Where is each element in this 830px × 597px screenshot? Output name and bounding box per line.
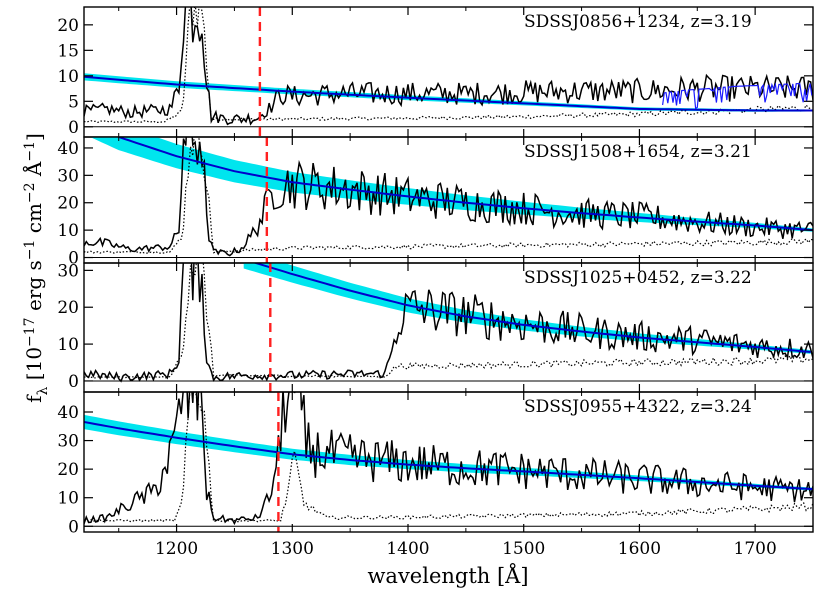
- y-tick-label: 20: [57, 16, 79, 36]
- x-tick-label: 1300: [271, 539, 314, 559]
- panel-plot-area: [84, 137, 813, 263]
- model-continuum: [116, 137, 813, 232]
- panel-4: 0 10 20 30 40 SDSSJ0955+4322, z=3.24: [57, 391, 814, 537]
- model-continuum: [84, 75, 813, 112]
- y-tick-label: 40: [57, 139, 79, 159]
- y-tick-label: 30: [57, 261, 79, 281]
- model-continuum: [252, 263, 811, 353]
- y-axis-label-part: cm: [22, 203, 46, 240]
- y-tick-label: 30: [57, 432, 79, 452]
- x-tick-label: 1700: [734, 539, 777, 559]
- observed-spectrum: [84, 137, 813, 257]
- y-axis-label-part: −1: [22, 141, 38, 162]
- model-uncertainty-band: [84, 73, 813, 112]
- observed-spectrum: [84, 7, 813, 126]
- x-axis-label: wavelength [Å]: [367, 563, 528, 588]
- panels-group: 0 5 10 15 20 SDSSJ0856+1234, z=3.19 0 10 20 30 40 S…: [57, 6, 814, 559]
- y-axis-label-part: ]: [22, 133, 46, 141]
- y-axis-label-part: [10: [22, 347, 46, 387]
- panel-plot-area: [84, 263, 813, 392]
- y-tick-label: 10: [57, 489, 79, 509]
- x-tick-label: 1200: [155, 539, 198, 559]
- y-tick-label: 10: [57, 67, 79, 87]
- panel-2: 0 10 20 30 40 SDSSJ1508+1654, z=3.21: [57, 136, 814, 269]
- y-axis-label-part: Å: [21, 161, 46, 182]
- y-axis-label-part: f: [22, 394, 46, 403]
- model-continuum: [84, 421, 813, 491]
- y-tick-label: 0: [68, 118, 79, 138]
- panel-frame: [83, 391, 814, 533]
- noise-spectrum: [84, 7, 813, 124]
- y-tick-label: 0: [68, 517, 79, 537]
- y-axis-label-part: −1: [22, 240, 38, 261]
- noise-spectrum: [84, 392, 813, 523]
- absorption-model: [662, 82, 813, 110]
- y-tick-label: 20: [57, 194, 79, 214]
- y-axis-label: fλ [10−17 erg s−1 cm−2 Å−1]: [21, 133, 51, 403]
- y-axis-label-part: erg s: [22, 260, 46, 317]
- panel-label: SDSSJ1025+0452, z=3.22: [524, 268, 752, 288]
- observed-spectrum: [84, 263, 813, 383]
- y-tick-label: 10: [57, 221, 79, 241]
- panel-3: 0 10 20 30 SDSSJ1025+0452, z=3.22: [57, 261, 814, 393]
- panel-1: 0 5 10 15 20 SDSSJ0856+1234, z=3.19: [57, 6, 814, 138]
- x-tick-label: 1600: [618, 539, 661, 559]
- y-axis-label-part: −17: [22, 317, 38, 347]
- y-tick-label: 10: [57, 335, 79, 355]
- y-tick-label: 5: [68, 92, 79, 112]
- model-uncertainty-band: [243, 263, 811, 354]
- y-tick-label: 15: [57, 41, 79, 61]
- model-uncertainty-band: [90, 137, 813, 232]
- observed-spectrum: [84, 392, 813, 526]
- y-axis-label-part: λ: [35, 386, 51, 395]
- noise-spectrum: [84, 263, 813, 379]
- y-tick-label: 30: [57, 166, 79, 186]
- y-tick-label: 0: [68, 249, 79, 269]
- panel-plot-area: [84, 392, 813, 532]
- x-tick-label: 1500: [502, 539, 545, 559]
- panel-label: SDSSJ0856+1234, z=3.19: [524, 12, 752, 32]
- panel-plot-area: [84, 7, 813, 137]
- y-axis-label-part: −2: [22, 182, 38, 203]
- panel-label: SDSSJ0955+4322, z=3.24: [524, 397, 752, 417]
- y-tick-label: 20: [57, 298, 79, 318]
- x-tick-label: 1400: [386, 539, 429, 559]
- y-tick-label: 0: [68, 372, 79, 392]
- y-tick-label: 40: [57, 403, 79, 423]
- panel-label: SDSSJ1508+1654, z=3.21: [524, 142, 752, 162]
- y-tick-label: 20: [57, 460, 79, 480]
- model-uncertainty-band: [84, 414, 813, 491]
